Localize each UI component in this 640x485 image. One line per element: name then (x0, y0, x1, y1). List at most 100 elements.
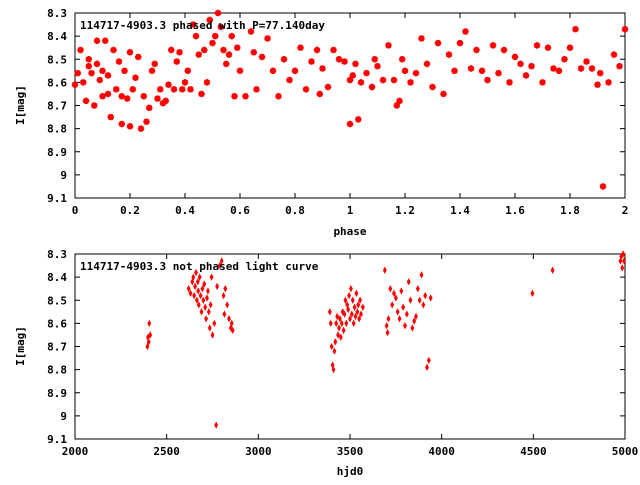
unphased-plot-x-tick-labels: 2000 2500 3000 3500 4000 4500 5000 (62, 445, 639, 458)
phased-plot-data-point (412, 69, 420, 77)
phased-plot-data-point (212, 32, 219, 40)
unphased-plot-x-tick-label: 4500 (520, 445, 547, 458)
phased-plot-y-tick-label: 8.5 (47, 53, 67, 66)
unphased-plot-frame (74, 253, 626, 440)
phased-plot-data-point (179, 86, 186, 93)
phased-plot-data-point (113, 86, 120, 93)
unphased-plot-data-point (222, 310, 227, 318)
phased-plot-data-point (374, 62, 381, 70)
unphased-plot-data-point (334, 319, 339, 328)
phased-plot-data-point (250, 49, 257, 56)
unphased-plot-data-point (223, 285, 228, 293)
unphased-plot-data-point (199, 308, 204, 316)
phased-plot-data-point (181, 79, 189, 86)
unphased-plot-y-tick-label: 8.9 (47, 387, 67, 400)
phased-plot-data-point (341, 58, 348, 65)
unphased-plot-data-point (621, 250, 626, 258)
phased-plot-data-point (99, 67, 106, 75)
phased-plot-data-point (286, 76, 293, 84)
unphased-plot-data-point (227, 315, 231, 323)
unphased-plot-data-point (343, 296, 348, 304)
unphased-plot-data-point (198, 291, 203, 300)
phased-plot-data-point (225, 51, 233, 58)
unphased-plot-data-point (417, 296, 422, 304)
phased-plot-y-tick-label: 8.4 (47, 30, 67, 43)
phased-plot-ticks (74, 12, 626, 199)
phased-plot-data-point (418, 35, 425, 42)
phased-plot-x-tick-label: 0.4 (175, 204, 195, 217)
phased-plot-data-point (170, 86, 178, 93)
unphased-plot-y-tick-label: 8.5 (47, 294, 67, 307)
phased-plot-data-point (126, 123, 134, 130)
unphased-plot-data-point (550, 266, 555, 274)
phased-plot-data-point (555, 67, 563, 75)
phased-plot-data-point (132, 74, 139, 81)
unphased-plot-data-point (349, 310, 354, 318)
phased-plot-data-point (599, 183, 607, 190)
unphased-plot-data-point (408, 296, 413, 304)
phased-plot-data-point (228, 32, 235, 40)
phased-plot-data-point (176, 49, 183, 56)
phased-plot-data-point (407, 79, 414, 86)
unphased-plot-x-axis-label: hjd0 (337, 465, 364, 478)
unphased-plot-data-point (348, 315, 352, 323)
phased-plot-data-point (445, 51, 453, 58)
phased-plot-data-point (143, 118, 150, 125)
phased-plot-data-point (597, 69, 604, 77)
unphased-plot-data-point (428, 294, 433, 302)
phased-plot-data-point (264, 35, 271, 42)
unphased-plot-y-tick-label: 8.7 (47, 341, 67, 354)
phased-plot-data-point (85, 56, 92, 63)
phased-plot-data-point (223, 60, 230, 68)
phased-plot-data-point (379, 76, 387, 84)
phased-plot-data-point (346, 120, 354, 128)
unphased-plot-data-point (354, 289, 359, 297)
unphased-plot-data-point (352, 303, 357, 311)
unphased-plot-data-point (419, 271, 424, 279)
phased-plot-data-point (610, 51, 618, 58)
phased-plot-data-point (173, 58, 180, 65)
phased-plot-y-tick-labels: 8.3 8.4 8.5 8.6 8.7 8.8 8.9 9 9.1 (47, 7, 67, 205)
phased-plot-data-point (583, 58, 590, 65)
unphased-plot-data-point (340, 308, 345, 316)
unphased-plot-data-point (426, 356, 431, 365)
phased-plot-x-tick-labels: 0 0.2 0.4 0.6 0.8 1 1.2 1.4 1.6 1.8 2 (72, 204, 629, 217)
unphased-plot-data-point (344, 319, 349, 328)
unphased-plot-data-point (622, 257, 627, 265)
unphased-plot-x-tick-label: 2500 (153, 445, 180, 458)
phased-plot-data-point (451, 67, 458, 75)
unphased-plot-data-point (214, 421, 219, 429)
phased-plot-data-point (528, 62, 535, 70)
unphased-plot-data-point (207, 324, 212, 332)
phased-plot-data-point (151, 60, 158, 68)
phased-plot-data-point (110, 46, 117, 54)
unphased-plot-data-point (388, 285, 393, 293)
phased-plot-data-point (616, 62, 623, 70)
phased-plot-data-point (231, 93, 238, 100)
phased-plot-data-point (236, 67, 244, 75)
unphased-plot-points (145, 250, 627, 429)
phased-plot-x-tick-label: 1.8 (560, 204, 580, 217)
unphased-plot-x-tick-label: 5000 (612, 445, 639, 458)
phased-plot-data-point (393, 102, 400, 109)
phased-plot-data-point (115, 58, 123, 65)
unphased-plot-data-point (390, 301, 395, 309)
phased-plot-data-point (500, 46, 508, 54)
phased-plot-data-point (517, 60, 524, 68)
phased-plot-data-point (137, 125, 145, 132)
phased-plot-data-point (302, 86, 310, 93)
unphased-plot-data-point (412, 317, 417, 325)
phased-plot-y-tick-label: 8.3 (47, 7, 67, 20)
phased-plot-data-point (291, 67, 299, 75)
phased-plot-data-point (566, 44, 574, 51)
phased-plot-data-point (162, 97, 169, 105)
phased-plot-data-point (330, 46, 337, 54)
unphased-plot-data-point (202, 280, 207, 288)
unphased-plot-data-point (333, 338, 338, 346)
phased-plot-data-point (214, 9, 222, 17)
phased-plot-y-tick-label: 8.6 (47, 76, 67, 89)
phased-plot-data-point (352, 60, 359, 68)
unphased-plot-data-point (148, 331, 153, 339)
unphased-plot-title: 114717-4903.3 not phased light curve (80, 260, 319, 273)
